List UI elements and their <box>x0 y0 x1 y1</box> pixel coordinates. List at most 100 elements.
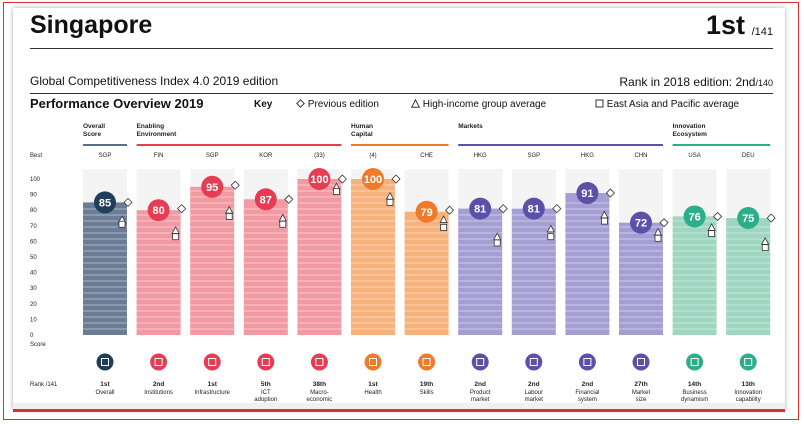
pillar-name-label: Institutions <box>144 390 173 396</box>
product-icon-glyph <box>476 358 485 366</box>
score-bar <box>458 208 503 335</box>
east-asia-marker <box>332 188 340 195</box>
ict-icon-glyph <box>261 358 270 366</box>
legend-east-asia-label: East Asia and Pacific average <box>606 99 740 110</box>
country-profile-card: Singapore 1st /141 Global Competitivenes… <box>13 8 785 410</box>
score-value-label: 80 <box>152 205 164 217</box>
previous-edition-marker <box>337 174 347 184</box>
pillar-rank-label: 19th <box>420 381 433 388</box>
previous-edition-marker <box>284 194 294 204</box>
high-income-marker <box>439 215 448 223</box>
institution-icon <box>150 353 168 371</box>
business-icon-glyph <box>690 358 699 366</box>
pillar-rank-label: 2nd <box>153 381 165 388</box>
financial-icon-glyph <box>583 358 592 366</box>
score-bar <box>136 210 181 335</box>
financial-icon <box>578 353 596 371</box>
pillar-name-label: Labour <box>524 390 543 396</box>
performance-chart: Best 10 20 30 40 50 60 70 80 90 100 0 Score Rank /141… <box>30 123 776 410</box>
score-value-label: 81 <box>528 204 540 216</box>
business-icon <box>686 353 704 371</box>
east-asia-marker <box>225 213 233 220</box>
rank-axis-label: Rank /141 <box>30 382 58 388</box>
y-tick-label: 60 <box>30 239 37 245</box>
score-value-label: 72 <box>635 218 647 230</box>
institution-icon-glyph <box>154 358 163 366</box>
y-tick-label: 80 <box>30 208 37 214</box>
market-size-icon <box>632 353 650 371</box>
pillar-name-label: system <box>578 397 597 403</box>
east-asia-marker <box>493 239 501 247</box>
score-value-label: 76 <box>688 211 700 223</box>
group-header: Score <box>83 131 101 138</box>
east-asia-marker <box>386 199 394 206</box>
score-value-label: 95 <box>206 182 218 194</box>
pillar-name-label: capability <box>736 397 761 403</box>
best-performer-label: CHE <box>420 153 433 159</box>
overview-rule <box>30 93 773 94</box>
group-header: Environment <box>137 131 178 138</box>
diamond-icon <box>296 99 305 108</box>
group-header: Markets <box>458 123 483 130</box>
innovation-icon <box>739 353 757 371</box>
score-value-label: 81 <box>474 204 486 216</box>
pillar-rank-label: 5th <box>261 381 271 388</box>
y-tick-label: 50 <box>30 255 37 261</box>
score-circle <box>94 191 116 214</box>
pillar-name-label: Product <box>470 390 491 396</box>
previous-edition-marker <box>605 188 615 198</box>
group-header-rule <box>458 144 663 146</box>
high-income-marker <box>546 224 555 233</box>
east-asia-marker <box>761 244 769 252</box>
bottom-band <box>13 403 785 409</box>
score-value-label: 79 <box>420 207 432 219</box>
score-value-label: 75 <box>742 213 754 225</box>
east-asia-marker <box>440 223 448 231</box>
innovation-icon-glyph <box>744 358 753 366</box>
east-asia-marker <box>708 230 715 237</box>
score-circle <box>469 197 492 220</box>
target-icon-glyph <box>101 358 109 366</box>
score-circle <box>630 211 652 234</box>
pillar-name-label: dynamism <box>681 397 708 403</box>
key-label: Key <box>254 99 273 110</box>
labour-icon <box>525 353 543 371</box>
best-performer-label: DEU <box>742 153 755 159</box>
previous-edition-marker <box>177 204 187 214</box>
best-performer-label: HKG <box>474 153 487 159</box>
best-performer-label: HKG <box>581 153 594 159</box>
group-header-rule <box>136 144 342 146</box>
y-tick-label: 10 <box>30 317 37 323</box>
score-circle <box>308 168 331 190</box>
group-header: Human <box>351 123 373 130</box>
pillar-rank-label: 27th <box>634 381 647 388</box>
y-tick-label: 100 <box>30 177 41 183</box>
skills-icon-glyph <box>422 358 431 366</box>
overview-title: Performance Overview 2019 <box>30 96 204 111</box>
rank-2018-of: /140 <box>755 78 773 88</box>
pillar-name-label: adoption <box>254 397 277 403</box>
edition-label: Global Competitiveness Index 4.0 2019 ed… <box>30 74 279 88</box>
pillar-name-label: Infrastructure <box>195 390 231 396</box>
header-rule <box>30 48 773 49</box>
group-header-rule <box>351 144 449 146</box>
score-circle <box>415 200 438 223</box>
score-circle <box>737 207 760 229</box>
pillar-name-label: market <box>471 397 490 403</box>
pillar-name-label: Macro- <box>310 390 329 396</box>
pillar-name-label: economic <box>307 397 333 403</box>
score-value-label: 85 <box>99 197 111 209</box>
labour-icon-glyph <box>529 358 538 366</box>
previous-edition-marker <box>391 174 401 184</box>
legend-high-income: High-income group average <box>410 98 546 110</box>
y-tick-label: 40 <box>30 271 37 277</box>
best-performer-label: SGP <box>527 153 540 159</box>
legend-east-asia: East Asia and Pacific average <box>595 99 739 110</box>
previous-edition-marker <box>123 197 133 207</box>
east-asia-marker <box>279 220 287 228</box>
pillar-name-label: size <box>636 397 647 403</box>
pillar-name-label: Health <box>364 390 381 396</box>
square-icon <box>595 99 604 108</box>
triangle-icon <box>410 98 421 108</box>
y-tick-label: 70 <box>30 224 37 230</box>
